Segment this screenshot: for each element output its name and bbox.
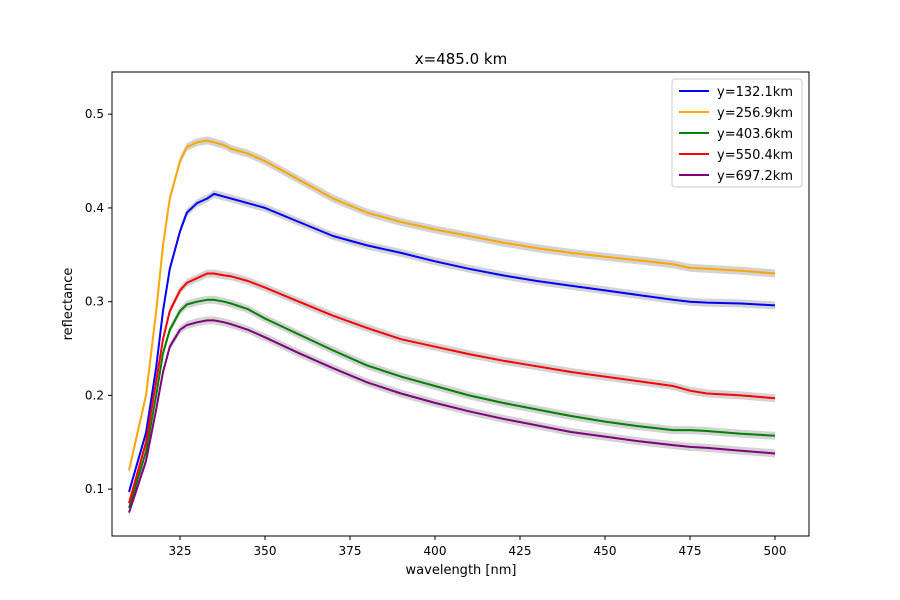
x-tick-label: 425 — [509, 544, 532, 558]
legend-label-4: y=550.4km — [717, 148, 793, 163]
y-tick-label: 0.1 — [85, 482, 104, 496]
y-axis-label: reflectance — [61, 268, 76, 341]
y-tick-label: 0.4 — [85, 201, 104, 215]
x-tick-label: 500 — [764, 544, 787, 558]
y-tick-label: 0.5 — [85, 107, 104, 121]
legend: y=132.1km y=256.9km y=403.6km y=550.4km y=69… — [671, 78, 803, 188]
x-axis: 325 350 375 400 425 450 475 500 — [169, 536, 787, 558]
x-tick-label: 475 — [679, 544, 702, 558]
series-line-1 — [128, 192, 776, 493]
chart-title: x=485.0 km — [415, 50, 507, 68]
x-tick-label: 400 — [424, 544, 447, 558]
series-lines — [128, 139, 776, 513]
legend-label-5: y=697.2km — [717, 169, 793, 184]
series-line-4 — [128, 272, 776, 504]
legend-box — [671, 78, 803, 188]
series-line-2 — [128, 139, 776, 471]
x-tick-label: 325 — [169, 544, 192, 558]
y-tick-label: 0.3 — [85, 295, 104, 309]
y-tick-label: 0.2 — [85, 388, 104, 402]
legend-label-3: y=403.6km — [717, 127, 793, 142]
legend-label-2: y=256.9km — [717, 106, 793, 121]
plot-frame — [111, 71, 810, 537]
series-line-3 — [128, 298, 776, 509]
series-line-5 — [128, 319, 776, 513]
x-tick-label: 350 — [254, 544, 277, 558]
legend-label-1: y=132.1km — [717, 85, 793, 100]
x-tick-label: 375 — [339, 544, 362, 558]
x-tick-label: 450 — [594, 544, 617, 558]
y-axis: 0.1 0.2 0.3 0.4 0.5 — [85, 107, 112, 496]
x-axis-label: wavelength [nm] — [406, 563, 517, 578]
